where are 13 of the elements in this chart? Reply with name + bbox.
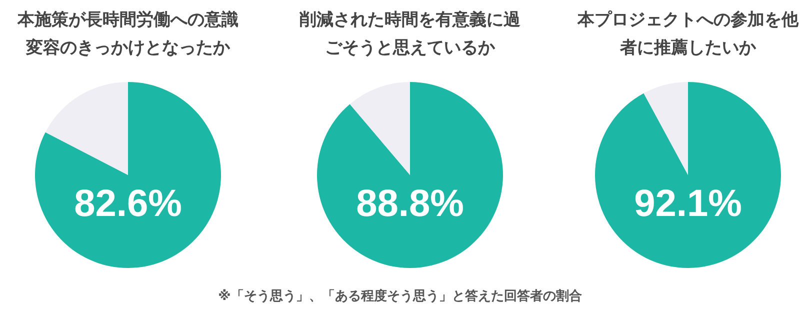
data-label: 92.1%	[634, 183, 742, 225]
pie-slice	[45, 82, 128, 175]
chart-title: 削減された時間を有意義に過ごそうと思えているか	[298, 9, 522, 60]
text: ※「そう思う」、「ある程度そう思う」と答えた回答者の割合	[217, 288, 583, 305]
pie-slice	[644, 82, 688, 175]
data-label: 82.6%	[74, 183, 182, 225]
chart-title: 本プロジェクトへの参加を他者に推薦したいか	[576, 9, 800, 60]
pie-slice	[350, 82, 410, 175]
pie-slice	[595, 82, 781, 268]
data-label: 88.8%	[356, 183, 464, 225]
pie-slice	[35, 82, 221, 268]
pie-slice	[317, 82, 503, 268]
chart-title: 本施策が長時間労働への意識変容のきっかけとなったか	[16, 9, 240, 60]
